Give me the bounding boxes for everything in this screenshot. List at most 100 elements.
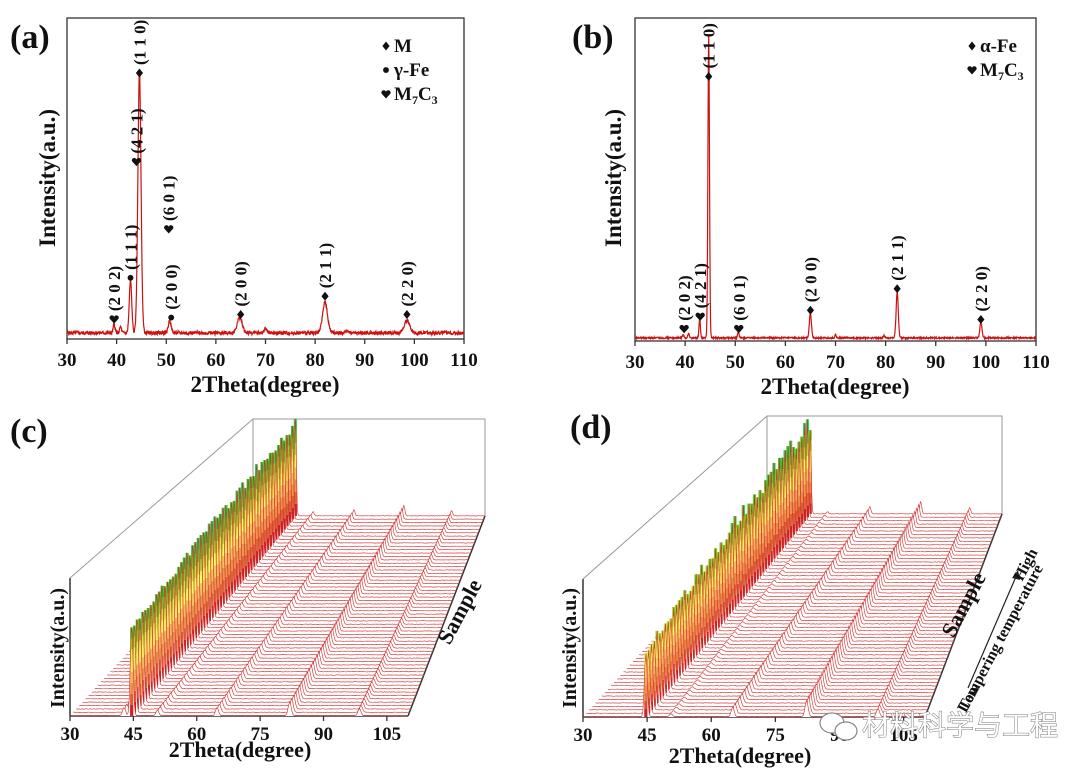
diamond-marker-icon (321, 291, 329, 301)
x-tick-label: 90 (926, 352, 945, 373)
peak-annotation: (2 1 1) (316, 243, 335, 301)
peak-label: (4 2 1) (127, 108, 146, 153)
panel-b-legend: α-Fe M7C3 (967, 36, 1024, 83)
x-tick-label: 75 (766, 725, 785, 746)
x-tick-label: 50 (157, 350, 176, 371)
peak-annotation: (1 1 0) (700, 23, 719, 81)
panel-c: (c) 30 45 60 75 90 105 2Theta(degree) Intensi… (10, 413, 487, 762)
tempering-arrow-line (967, 571, 1019, 689)
peak-annotation: (2 2 0) (972, 266, 991, 324)
panel-b-x-ticks: 30 40 50 60 70 80 90 100 110 (626, 341, 1050, 373)
legend-entry: γ-Fe (383, 60, 429, 81)
peak-label: (1 1 1) (122, 225, 141, 270)
peak-annotation: (2 0 0) (801, 257, 820, 315)
panel-a-peak-annotations: (2 0 2)(1 1 1) (4 2 1) (1 1 0) (2 0 0) (6 0 … (105, 20, 417, 324)
peak-label: (6 0 1) (160, 176, 179, 221)
panel-b-x-axis-title: 2Theta(degree) (760, 374, 909, 399)
panel-a-y-axis-title: Intensity(a.u.) (35, 109, 60, 247)
panel-b-xrd-line (634, 36, 1037, 342)
series-line (73, 625, 410, 713)
wechat-icon (819, 712, 858, 741)
panel-c-x-ticks: 30 45 60 75 90 105 (61, 716, 401, 745)
peak-label: (2 0 0) (801, 257, 820, 302)
peak-annotation: (2 1 1) (888, 235, 907, 294)
diamond-marker-icon (237, 310, 245, 320)
diamond-marker-icon (705, 71, 713, 81)
x-tick-label: 75 (251, 724, 270, 745)
peak-label: (2 0 2) (675, 275, 694, 320)
peak-label: (2 2 0) (972, 266, 991, 311)
panel-c-y-axis-title: Intensity(a.u.) (47, 588, 69, 708)
heart-marker-icon (131, 157, 142, 167)
panel-b-peak-annotations: (2 0 2)(4 2 1) (1 1 0) (6 0 1) (2 0 0) (2 1 … (675, 23, 991, 334)
x-tick-label: 80 (306, 350, 325, 371)
peak-annotation: (2 2 0) (398, 261, 417, 320)
back-wall (252, 418, 486, 516)
legend-entry: M7C3 (967, 60, 1024, 83)
legend-entry: M (382, 36, 412, 57)
series-fill (73, 625, 410, 713)
panel-a: (a) 30 40 50 60 70 80 90 100 110 (2 0 2)(1 1 1)(… (10, 17, 478, 397)
panel-d-label: (d) (570, 409, 612, 446)
x-tick-label: 105 (889, 725, 918, 746)
legend-label: M7C3 (980, 60, 1024, 83)
peak-annotation: (6 0 1) (160, 176, 179, 234)
frame-edge (582, 415, 768, 580)
peak-annotation: (1 1 0) (130, 20, 149, 78)
panel-d-x-axis-title: 2Theta(degree) (669, 743, 812, 768)
panel-c-waterfall-series (69, 418, 485, 717)
peak-annotation: (2 0 0) (232, 261, 251, 320)
x-tick-label: 100 (400, 350, 429, 371)
peak-label: (2 0 0) (232, 261, 251, 306)
panel-c-label: (c) (10, 413, 48, 450)
panel-b-y-axis-title: Intensity(a.u.) (601, 109, 626, 247)
x-tick-label: 70 (256, 350, 275, 371)
legend-label: M (394, 36, 412, 57)
peak-annotation: (1 1 1) (122, 225, 141, 281)
peak-annotation: (4 2 1) (127, 108, 146, 167)
peak-annotation: (2 0 2) (675, 275, 694, 334)
panel-c-z-axis-title: Sample (432, 575, 487, 648)
frame-edge (69, 418, 254, 579)
peak-label: (6 0 1) (730, 275, 749, 320)
x-tick-label: 40 (107, 350, 126, 371)
watermark-text: 材料科学与工程 (862, 709, 1058, 742)
x-tick-label: 30 (58, 350, 77, 371)
circle-marker-icon (127, 274, 134, 281)
peak-label: (2 1 1) (316, 243, 335, 288)
series-line (582, 653, 926, 718)
peak-label: (2 0 2) (105, 266, 124, 311)
heart-marker-icon (679, 324, 689, 334)
heart-legend-icon (967, 66, 977, 75)
x-tick-label: 45 (124, 724, 143, 745)
x-tick-label: 110 (1022, 352, 1049, 373)
x-tick-label: 60 (206, 350, 225, 371)
diamond-marker-icon (403, 310, 411, 320)
x-tick-label: 80 (876, 352, 895, 373)
panel-d-waterfall-series (582, 419, 1003, 718)
x-tick-label: 60 (702, 725, 721, 746)
x-tick-label: 45 (638, 725, 657, 746)
legend-label: γ-Fe (393, 60, 429, 81)
x-tick-label: 60 (776, 352, 795, 373)
legend-entry: α-Fe (968, 36, 1017, 57)
panel-a-legend: Mγ-Fe M7C3 (381, 36, 438, 107)
peak-label: (2 0 0) (162, 264, 181, 309)
x-tick-label: 100 (972, 352, 1001, 373)
diamond-legend-icon (968, 41, 976, 51)
series-fill (76, 619, 411, 710)
series-line (69, 627, 409, 717)
back-wall (766, 415, 1003, 514)
circle-legend-icon (383, 67, 389, 73)
panel-d-z-axis-title: Sample (936, 568, 991, 641)
x-tick-label: 60 (187, 724, 206, 745)
x-tick-label: 30 (626, 352, 645, 373)
peak-annotation: (2 0 0) (162, 264, 181, 321)
panel-a-label: (a) (10, 19, 50, 56)
x-tick-label: 70 (826, 352, 845, 373)
panel-a-xrd-line (66, 69, 465, 337)
peak-label: (1 1 0) (130, 20, 149, 65)
peak-annotation: (6 0 1) (730, 275, 749, 334)
heart-marker-icon (734, 324, 744, 334)
